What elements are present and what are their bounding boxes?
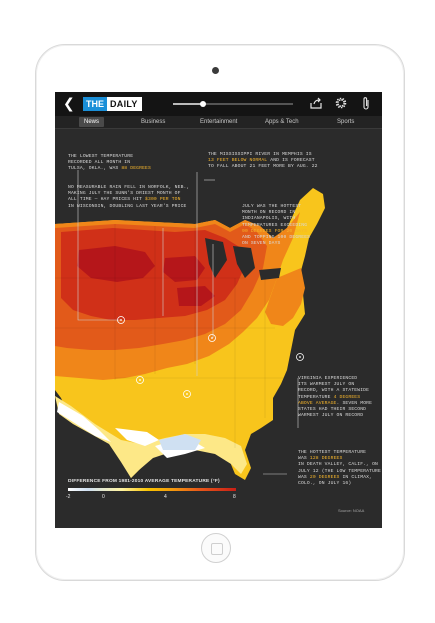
share-icon[interactable] <box>309 97 323 111</box>
tab-sports[interactable]: Sports <box>337 119 355 125</box>
paperclip-icon[interactable] <box>359 97 373 111</box>
annotation-leaders <box>77 170 299 475</box>
logo-the: THE <box>83 97 107 111</box>
logo-daily: DAILY <box>107 97 142 111</box>
tab-apps-tech[interactable]: Apps & Tech <box>265 119 299 125</box>
annotation-virginia: VIRGINIA EXPERIENCED ITS WARMEST JULY ON… <box>298 376 373 419</box>
progress-knob[interactable] <box>200 101 206 107</box>
annotation-markers <box>117 316 304 398</box>
top-toolbar: ❮ THE DAILY <box>55 92 382 116</box>
map-light-yellow <box>55 396 247 478</box>
annotation-tulsa: THE LOWEST TEMPERATURE RECORDED ALL MONT… <box>68 154 151 172</box>
annotation-indianapolis: JULY WAS THE HOTTEST MONTH ON RECORD IN … <box>242 204 311 247</box>
tab-entertainment[interactable]: Entertainment <box>200 119 238 125</box>
tab-news[interactable]: News <box>79 117 105 127</box>
legend-tick-8: 8 <box>233 494 236 500</box>
tab-business[interactable]: Business <box>141 119 166 125</box>
progress-fill <box>173 103 203 105</box>
app-screen: ❮ THE DAILY News Business Entertainment … <box>55 92 382 528</box>
legend-color-scale <box>68 488 236 491</box>
legend-tick-0: 0 <box>102 494 105 500</box>
back-arrow-icon[interactable]: ❮ <box>63 96 75 112</box>
legend-tick-minus2: -2 <box>66 494 71 500</box>
home-button-icon <box>211 543 223 555</box>
annotation-norfolk: NO MEASURABLE RAIN FELL IN NORFOLK, NEB.… <box>68 185 190 209</box>
legend-title: DIFFERENCE FROM 1981-2010 AVERAGE TEMPER… <box>68 479 220 484</box>
map-orange-east <box>265 268 305 326</box>
gear-icon[interactable] <box>334 97 348 111</box>
annotation-mississippi: THE MISSISSIPPI RIVER IN MEMPHIS IS 13 F… <box>208 152 318 170</box>
map-great-lakes <box>205 238 281 280</box>
legend-tick-4: 4 <box>164 494 167 500</box>
app-logo: THE DAILY <box>83 97 142 111</box>
page-progress-slider[interactable] <box>173 101 293 107</box>
us-temperature-map <box>55 170 325 480</box>
map-light-blue <box>159 434 201 450</box>
section-nav: News Business Entertainment Apps & Tech … <box>55 116 382 129</box>
camera-icon <box>212 67 219 74</box>
annotation-death-valley: THE HOTTEST TEMPERATURE WAS 128 DEGREES … <box>298 450 381 487</box>
home-button[interactable] <box>201 533 231 563</box>
map-state-lines <box>55 224 285 448</box>
map-darkest-red <box>77 246 215 306</box>
source-credit: Source: NOAA <box>338 508 365 513</box>
